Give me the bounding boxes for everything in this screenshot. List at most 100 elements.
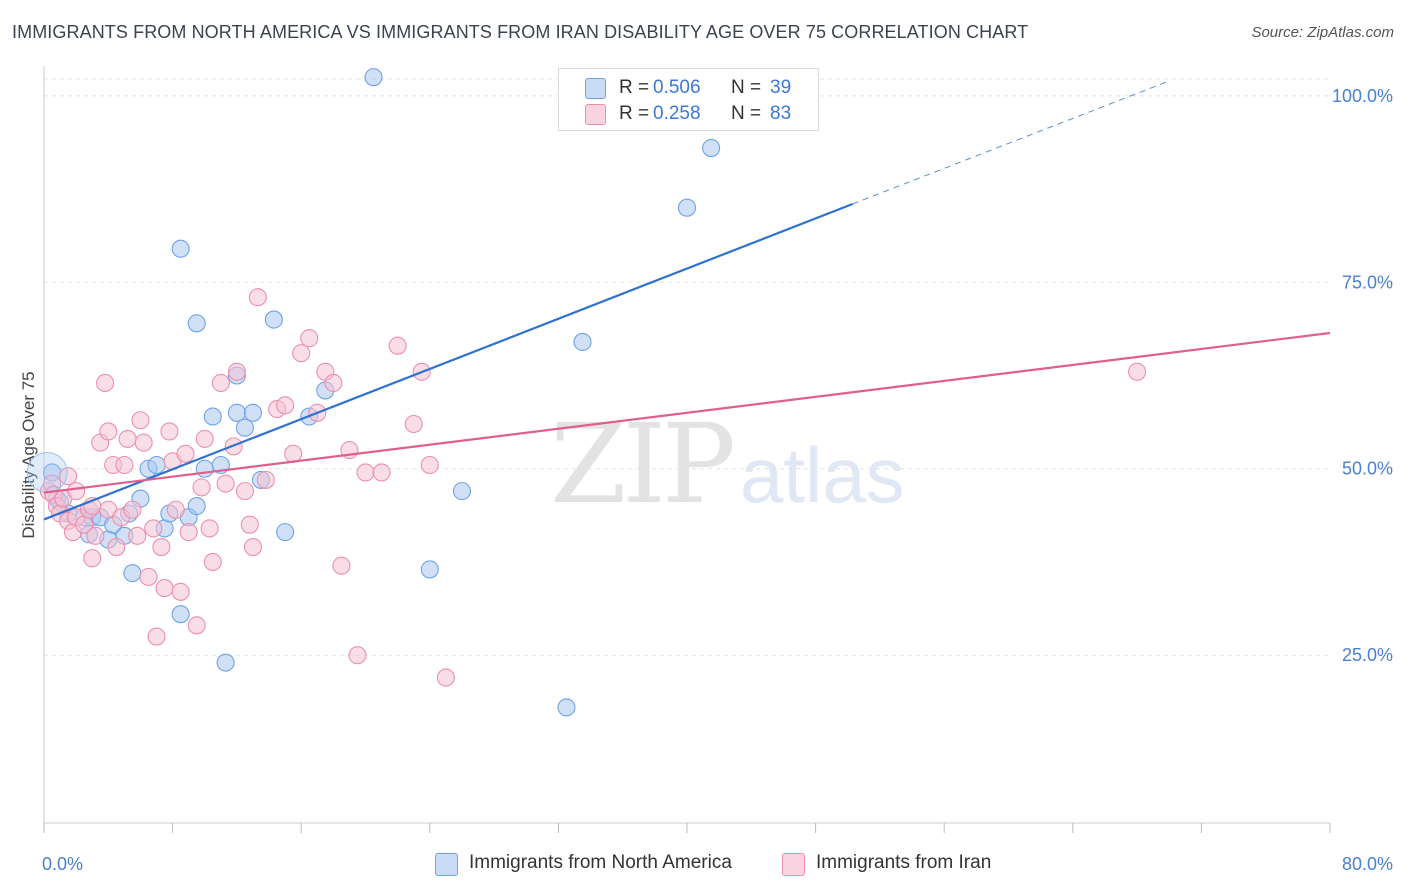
point-north-america: [452, 482, 472, 501]
legend-n-label: N =: [731, 77, 762, 98]
point-iran: [332, 556, 351, 575]
point-north-america: [364, 68, 383, 87]
trendline-north-america: [43, 202, 853, 521]
point-iran: [227, 362, 246, 381]
point-iran: [99, 422, 118, 441]
point-north-america: [420, 560, 439, 579]
point-iran: [134, 433, 153, 452]
point-north-america: [123, 564, 142, 583]
point-iran: [131, 411, 150, 430]
correlation-legend: R = 0.506 N = 39 R = 0.258 N = 83: [558, 68, 819, 131]
point-iran: [372, 463, 391, 482]
point-iran: [155, 579, 174, 598]
point-iran: [160, 422, 179, 441]
y-axis-label: Disability Age Over 75: [19, 371, 38, 538]
trendline-north-america-extension: [852, 80, 1170, 205]
point-iran: [388, 336, 407, 355]
point-iran: [276, 396, 295, 415]
point-north-america: [187, 314, 206, 333]
point-iran: [86, 526, 105, 545]
legend-r-label: R =: [619, 103, 650, 124]
point-north-america: [147, 455, 166, 475]
bottom-legend-label: Immigrants from Iran: [816, 852, 992, 873]
point-iran: [83, 549, 102, 568]
point-iran: [1128, 362, 1147, 381]
y-tick-label: 25.0%: [1342, 645, 1393, 665]
legend-swatch-north-america: [585, 77, 606, 99]
bottom-legend-label: Immigrants from North America: [469, 852, 732, 873]
point-iran: [139, 567, 158, 586]
point-iran: [292, 344, 311, 363]
point-iran: [324, 373, 343, 393]
legend-n-value: 39: [770, 77, 792, 98]
legend-n-value: 83: [770, 103, 792, 124]
bottom-legend-swatch-iran: [782, 853, 805, 876]
legend-swatch-iran: [585, 103, 606, 125]
point-iran: [166, 500, 185, 519]
legend-r-value: 0.258: [653, 103, 701, 124]
point-iran: [67, 482, 86, 501]
point-north-america: [171, 605, 190, 624]
legend-r-value: 0.506: [653, 77, 701, 98]
point-iran: [107, 537, 126, 557]
y-tick-label: 50.0%: [1342, 459, 1393, 479]
point-iran: [235, 482, 254, 501]
point-iran: [115, 455, 134, 475]
point-north-america: [276, 523, 295, 542]
point-north-america-large: [26, 451, 68, 493]
point-iran: [200, 519, 219, 538]
legend-n-label: N =: [731, 103, 762, 124]
point-north-america: [573, 332, 592, 352]
point-iran: [59, 467, 78, 486]
point-north-america: [557, 698, 576, 717]
point-iran: [144, 519, 163, 538]
point-north-america: [216, 653, 235, 672]
point-north-america: [227, 403, 246, 422]
point-iran: [211, 373, 230, 393]
point-iran: [179, 523, 198, 542]
point-iran: [187, 616, 206, 635]
point-iran: [128, 526, 147, 545]
legend-r-label: R =: [619, 77, 650, 98]
x-tick-label: 80.0%: [1342, 854, 1393, 874]
trendline-iran: [43, 331, 1331, 494]
point-iran: [176, 444, 195, 463]
point-north-america: [264, 310, 283, 329]
point-iran: [436, 668, 455, 687]
point-iran: [420, 455, 439, 475]
point-north-america: [677, 198, 697, 217]
point-north-america: [195, 459, 214, 478]
point-iran: [256, 470, 275, 489]
chart-title: IMMIGRANTS FROM NORTH AMERICA VS IMMIGRA…: [12, 22, 1029, 42]
point-iran: [356, 463, 375, 482]
point-iran: [192, 478, 211, 497]
y-tick-label: 100.0%: [1332, 86, 1393, 106]
point-iran: [96, 373, 115, 393]
point-north-america: [171, 239, 190, 258]
point-iran: [152, 537, 171, 557]
point-iran: [118, 429, 137, 448]
point-iran: [147, 627, 166, 646]
point-iran: [240, 515, 259, 534]
point-iran: [348, 646, 367, 665]
point-iran: [404, 414, 423, 434]
point-north-america: [187, 496, 206, 516]
point-north-america: [243, 403, 263, 422]
point-iran: [171, 582, 190, 601]
chart-source: Source: ZipAtlas.com: [1251, 24, 1394, 41]
point-north-america: [235, 418, 254, 437]
point-iran: [284, 444, 303, 463]
point-iran: [243, 537, 263, 557]
point-iran: [216, 474, 235, 493]
point-iran: [300, 329, 319, 348]
point-north-america: [203, 407, 222, 426]
point-iran: [248, 288, 267, 307]
bottom-legend-swatch-north-america: [435, 853, 458, 876]
point-iran: [203, 552, 222, 572]
y-tick-label: 75.0%: [1342, 272, 1393, 292]
x-tick-label: 0.0%: [42, 854, 83, 874]
point-north-america: [702, 138, 721, 158]
point-iran: [123, 500, 142, 519]
point-iran: [195, 429, 214, 448]
